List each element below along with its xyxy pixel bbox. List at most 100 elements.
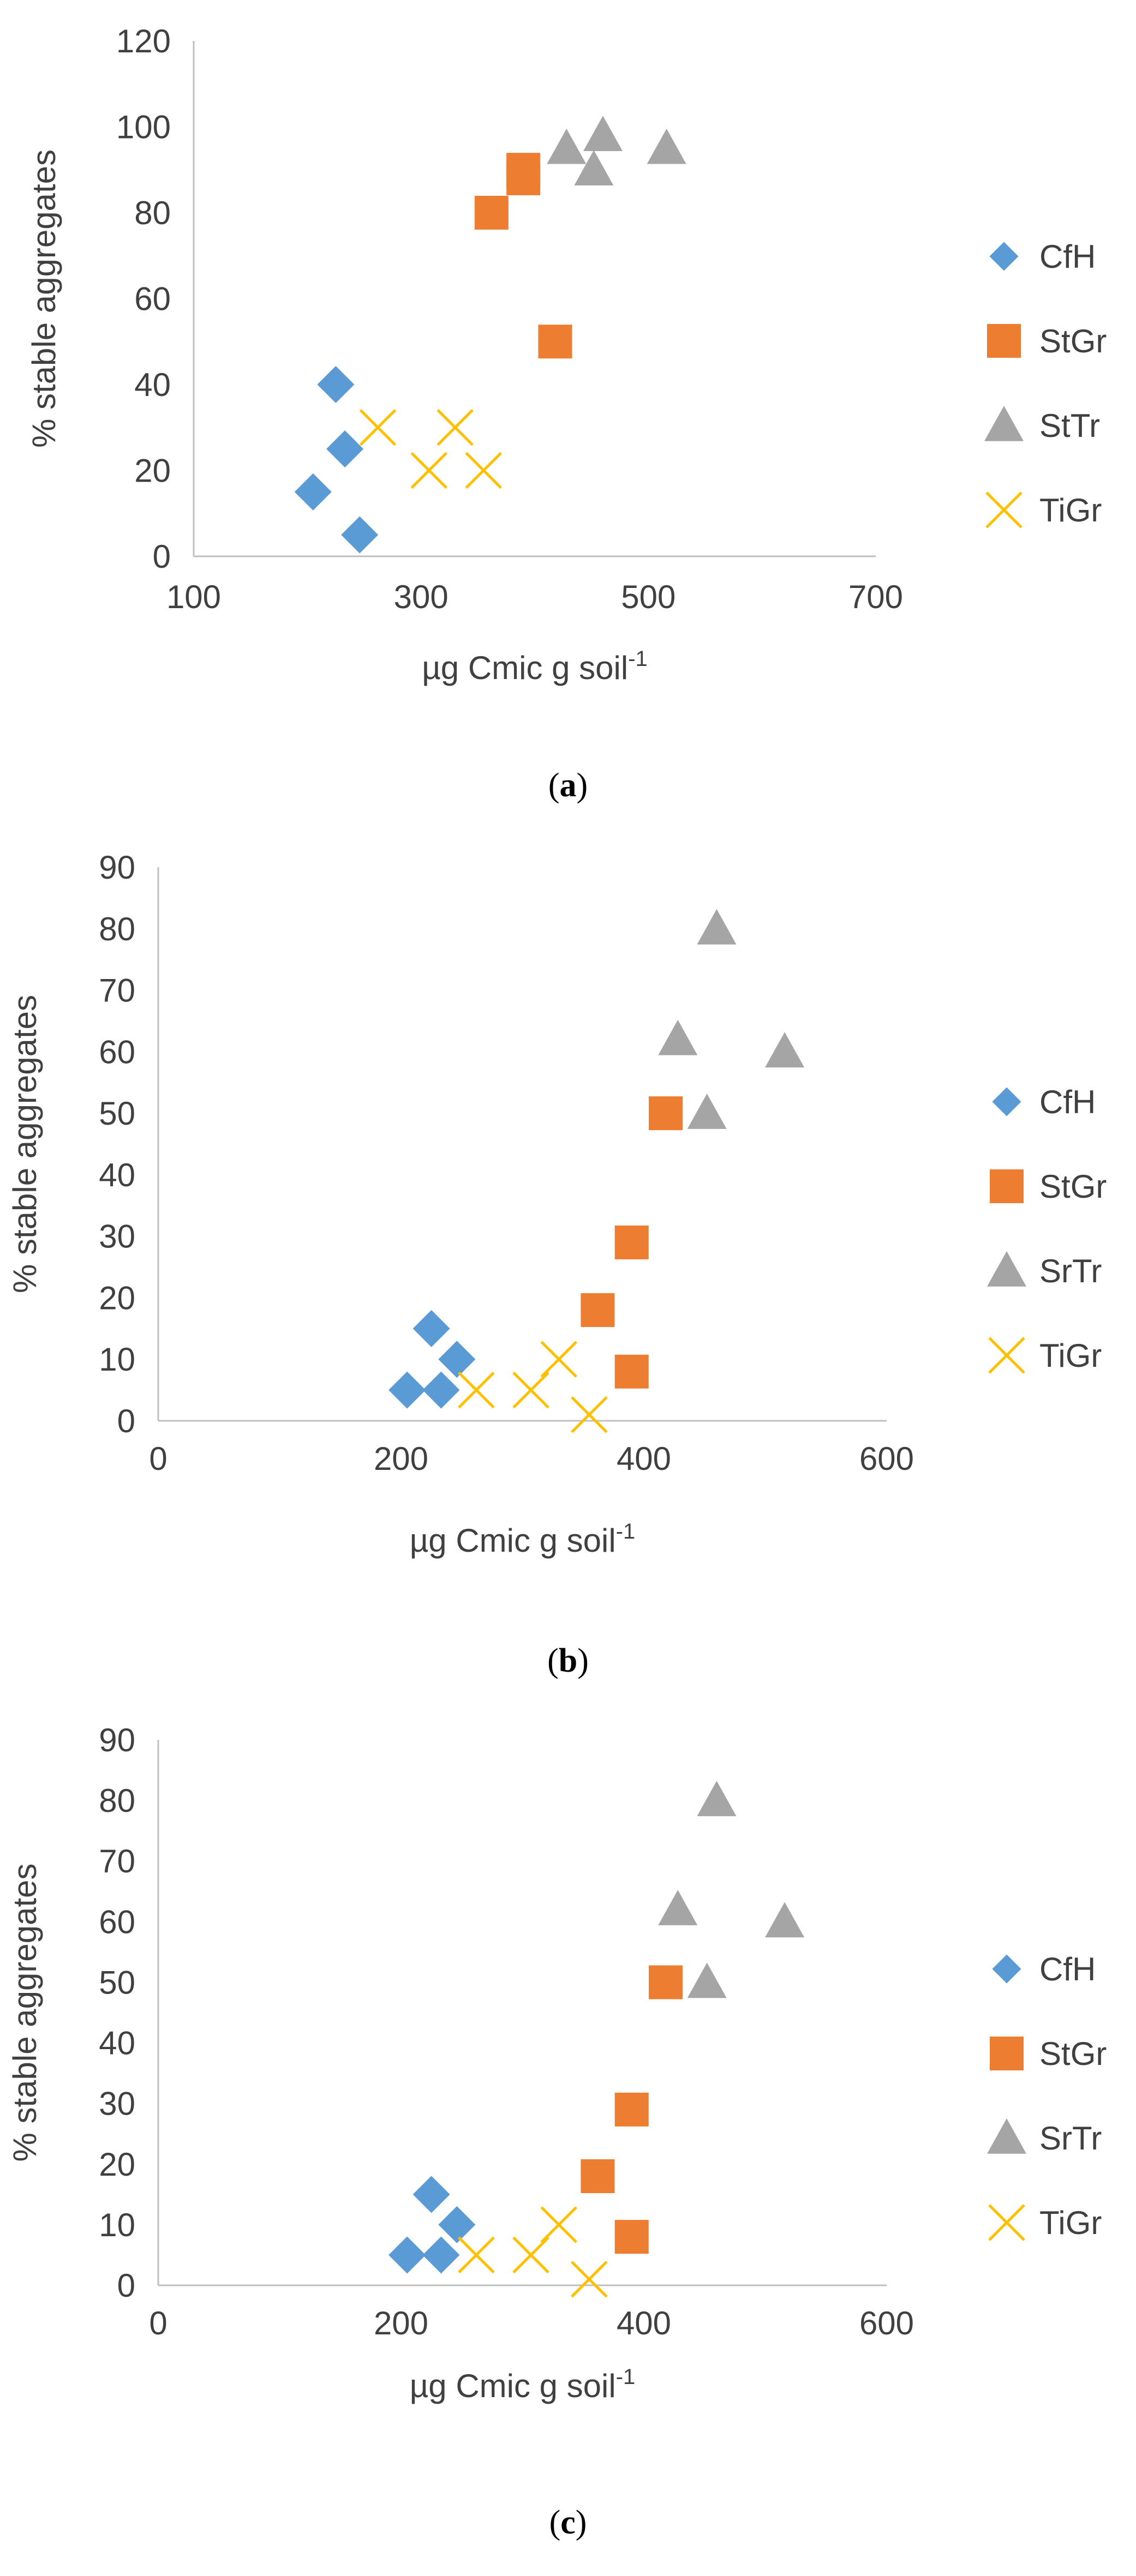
y-axis-title: % stable aggregates [7, 995, 43, 1293]
data-point-stgr [506, 153, 541, 187]
panel-caption: (b) [547, 1642, 589, 1679]
legend-label-srtr: SrTr [1039, 1253, 1102, 1289]
y-tick-label: 20 [134, 453, 171, 489]
data-point-cfh [412, 1310, 450, 1347]
y-tick-label: 0 [117, 2267, 135, 2304]
data-point-tigr [458, 2236, 495, 2274]
x-tick-label: 600 [859, 2305, 914, 2341]
legend-label-srtr: SrTr [1039, 2120, 1102, 2157]
x-tick-label: 400 [617, 2305, 671, 2341]
data-point-sttr [547, 128, 587, 164]
x-tick-label: 700 [848, 579, 903, 615]
data-point-cfh [438, 1341, 476, 1378]
legend-marker-sttr [984, 406, 1024, 441]
x-axis-title: µg Cmic g soil-1 [410, 2365, 636, 2404]
y-axis-title: % stable aggregates [26, 149, 62, 448]
data-point-cfh [341, 516, 379, 554]
data-point-tigr [458, 1371, 495, 1409]
chart-panel-c: 0 10 20 30 40 50 60 70 80 90 0 200 400 600 µg Cmic g s… [7, 1722, 1107, 2541]
legend-marker-stgr [990, 2037, 1024, 2070]
data-point-cfh [294, 473, 332, 511]
data-point-tigr [465, 452, 503, 489]
legend-marker-tigr [988, 1337, 1025, 1374]
legend-label-stgr: StGr [1039, 323, 1107, 359]
y-tick-label: 60 [99, 1904, 135, 1940]
data-point-tigr [512, 1371, 549, 1409]
y-tick-label: 90 [99, 1722, 135, 1758]
data-point-cfh [422, 1371, 460, 1409]
y-tick-label: 100 [116, 109, 171, 146]
data-point-stgr [538, 325, 572, 359]
chart-panel-a: 0 20 40 60 80 100 120 100 300 500 700 µg Cmic g soi… [26, 23, 1107, 804]
data-point-tigr [571, 1396, 608, 1433]
chart-panel-b: 0 10 20 30 40 50 60 70 80 90 0 200 400 600 µg Cmic g s… [7, 849, 1107, 1679]
legend-label-sttr: StTr [1039, 407, 1100, 444]
data-point-stgr [581, 2159, 615, 2193]
x-tick-label: 300 [394, 579, 449, 615]
y-tick-label: 40 [99, 1157, 135, 1193]
data-point-tigr [437, 409, 474, 446]
data-point-tigr [512, 2236, 549, 2274]
data-point-tigr [571, 2261, 608, 2298]
x-tick-label: 0 [149, 1440, 167, 1477]
x-tick-label: 0 [149, 2305, 167, 2341]
data-point-sttr [647, 128, 686, 164]
legend-label-cfh: CfH [1039, 238, 1096, 275]
legend-marker-srtr [987, 1251, 1026, 1287]
data-point-cfh [422, 2236, 460, 2274]
data-point-stgr [614, 2220, 649, 2254]
data-point-srtr [765, 1902, 805, 1938]
data-point-sttr [583, 116, 623, 152]
data-point-sttr [574, 150, 614, 186]
y-tick-label: 0 [153, 538, 171, 575]
y-tick-label: 10 [99, 1341, 135, 1378]
data-point-srtr [658, 1019, 698, 1055]
legend-marker-stgr [987, 324, 1021, 358]
data-point-tigr [410, 452, 448, 489]
y-tick-label: 120 [116, 23, 171, 59]
legend-label-tigr: TiGr [1039, 2205, 1102, 2241]
legend-marker-stgr [990, 1169, 1024, 1203]
data-point-cfh [326, 430, 364, 468]
legend-label-tigr: TiGr [1039, 492, 1102, 529]
data-point-stgr [649, 1965, 683, 1999]
y-tick-label: 50 [99, 1964, 135, 2001]
y-tick-label: 30 [99, 2086, 135, 2122]
y-tick-label: 80 [99, 1782, 135, 1819]
data-point-stgr [649, 1096, 683, 1131]
legend-marker-srtr [987, 2118, 1026, 2154]
data-point-stgr [614, 1225, 649, 1259]
y-tick-label: 40 [99, 2025, 135, 2062]
y-tick-label: 80 [134, 195, 171, 231]
legend-label-cfh: CfH [1039, 1084, 1096, 1120]
y-tick-label: 50 [99, 1095, 135, 1132]
legend-marker-cfh [992, 1087, 1021, 1116]
y-tick-label: 60 [99, 1034, 135, 1070]
data-point-srtr [697, 1781, 737, 1816]
y-tick-label: 20 [99, 2146, 135, 2183]
y-tick-label: 60 [134, 281, 171, 317]
legend-marker-tigr [985, 491, 1023, 529]
data-point-stgr [474, 196, 509, 230]
x-tick-label: 200 [374, 1440, 428, 1477]
x-tick-label: 400 [617, 1440, 671, 1477]
x-tick-label: 100 [166, 579, 221, 615]
legend-label-tigr: TiGr [1039, 1337, 1102, 1374]
data-point-cfh [412, 2176, 450, 2213]
y-tick-label: 80 [99, 911, 135, 947]
y-tick-label: 70 [99, 972, 135, 1009]
legend-marker-tigr [988, 2204, 1025, 2241]
data-point-tigr [540, 2206, 578, 2243]
data-point-stgr [614, 1354, 649, 1389]
data-point-cfh [438, 2206, 476, 2243]
x-tick-label: 600 [859, 1440, 914, 1477]
data-point-stgr [581, 1293, 615, 1327]
y-tick-label: 20 [99, 1280, 135, 1316]
data-point-tigr [359, 409, 397, 446]
data-point-srtr [658, 1890, 698, 1925]
panel-caption: (a) [548, 767, 588, 804]
data-point-cfh [317, 366, 355, 403]
data-point-srtr [687, 1094, 727, 1129]
data-point-tigr [540, 1341, 578, 1378]
